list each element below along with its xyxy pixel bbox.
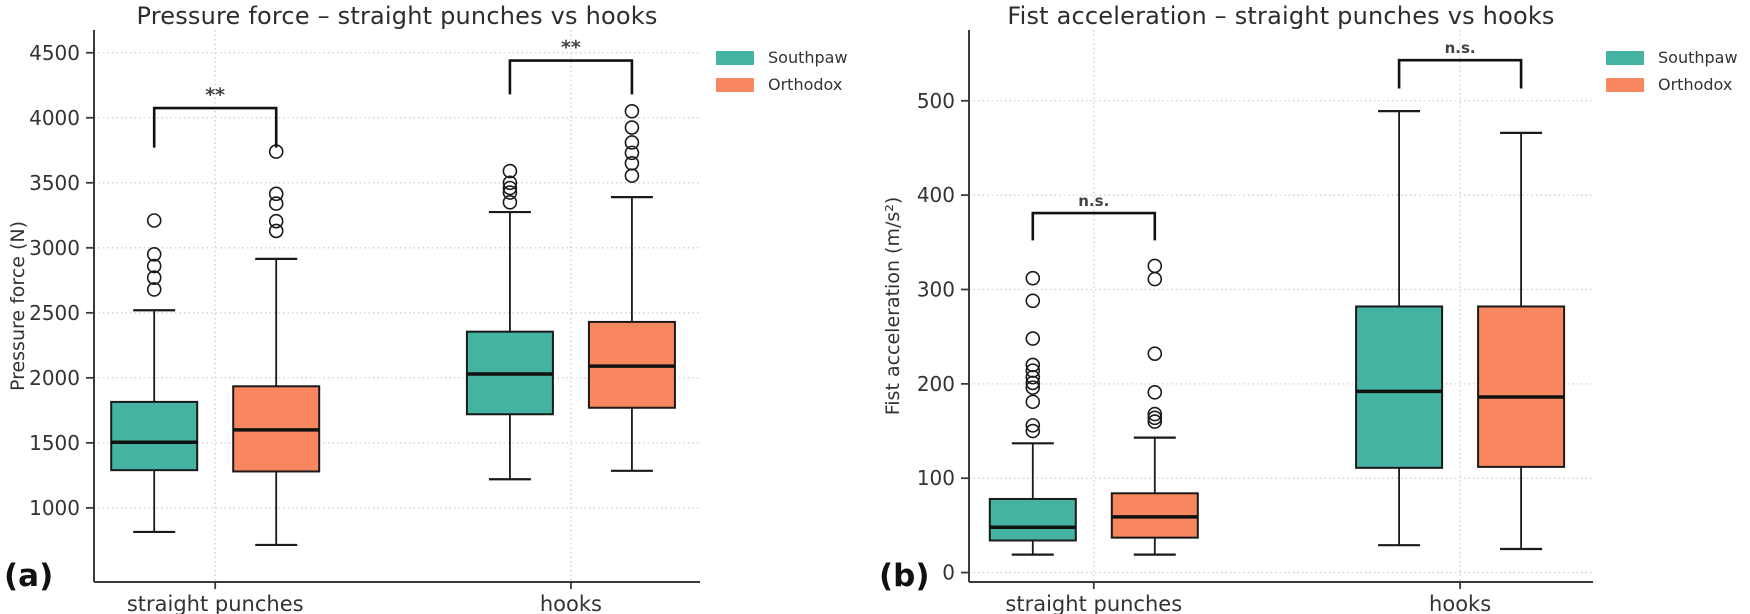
legend: Southpaw Orthodox [716, 44, 848, 98]
legend: Southpaw Orthodox [1606, 44, 1738, 98]
svg-text:1000: 1000 [29, 496, 80, 520]
boxplot-canvas: 1000 1500 2000 2500 3000 3500 4000 4500 straight… [7, 30, 700, 614]
chart-title: Fist acceleration – straight punches vs … [1007, 2, 1555, 30]
svg-text:400: 400 [917, 183, 955, 207]
svg-text:4500: 4500 [29, 41, 80, 65]
panel-pressure-force: Pressure force – straight punches vs hoo… [4, 2, 848, 614]
legend-item-southpaw: Southpaw [1606, 44, 1738, 71]
panel-letter-b: (b) [879, 558, 930, 594]
chart-title: Pressure force – straight punches vs hoo… [136, 2, 658, 30]
legend-item-orthodox: Orthodox [716, 71, 848, 98]
svg-text:hooks: hooks [540, 592, 602, 614]
legend-item-southpaw: Southpaw [716, 44, 848, 71]
svg-text:200: 200 [917, 372, 955, 396]
boxplot-canvas: 0 100 200 300 400 500 straight punches hooks Fis… [882, 30, 1593, 614]
legend-label: Orthodox [768, 75, 843, 94]
legend-swatch-southpaw [716, 50, 754, 65]
legend-item-orthodox: Orthodox [1606, 71, 1738, 98]
legend-swatch-southpaw [1606, 50, 1644, 65]
legend-swatch-orthodox [1606, 77, 1644, 92]
svg-text:300: 300 [917, 277, 955, 301]
svg-text:500: 500 [917, 89, 955, 113]
svg-text:3000: 3000 [29, 236, 80, 260]
svg-text:straight punches: straight punches [127, 592, 304, 614]
svg-text:**: ** [205, 84, 225, 106]
svg-text:2000: 2000 [29, 366, 80, 390]
svg-text:n.s.: n.s. [1445, 39, 1476, 57]
svg-text:Pressure force (N): Pressure force (N) [7, 221, 29, 391]
svg-text:1500: 1500 [29, 431, 80, 455]
svg-text:100: 100 [917, 466, 955, 490]
svg-text:0: 0 [942, 561, 955, 585]
legend-label: Southpaw [768, 48, 848, 67]
legend-label: Orthodox [1658, 75, 1733, 94]
panel-fist-acceleration: Fist acceleration – straight punches vs … [875, 0, 1750, 614]
svg-text:Fist acceleration (m/s²): Fist acceleration (m/s²) [882, 197, 904, 416]
svg-text:n.s.: n.s. [1078, 192, 1109, 210]
panel-letter-a: (a) [4, 558, 54, 594]
svg-text:straight punches: straight punches [1005, 592, 1182, 614]
svg-text:4000: 4000 [29, 106, 80, 130]
legend-label: Southpaw [1658, 48, 1738, 67]
legend-swatch-orthodox [716, 77, 754, 92]
svg-text:3500: 3500 [29, 171, 80, 195]
svg-text:2500: 2500 [29, 301, 80, 325]
svg-text:**: ** [561, 37, 581, 59]
svg-text:hooks: hooks [1429, 592, 1491, 614]
